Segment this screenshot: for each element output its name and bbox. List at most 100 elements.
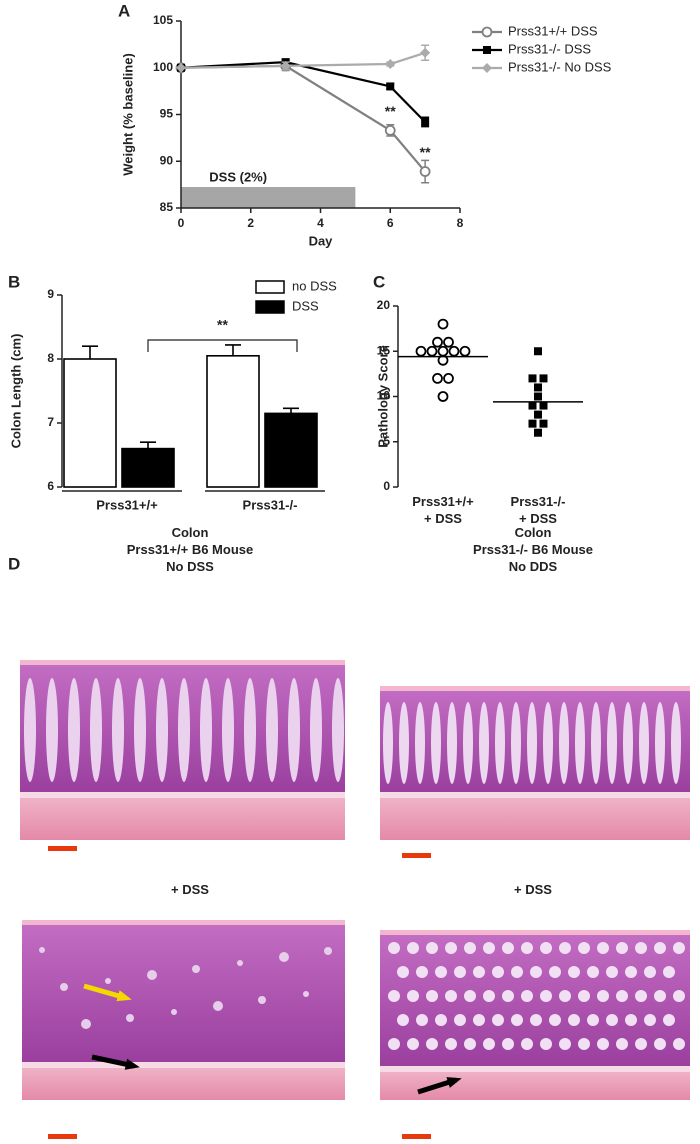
scale-bar <box>48 846 77 851</box>
crypt <box>568 966 580 978</box>
line <box>180 61 426 123</box>
scale-bar <box>48 1134 77 1139</box>
marker <box>426 345 438 357</box>
marker <box>482 63 492 73</box>
marker <box>419 166 431 177</box>
crypt <box>597 990 609 1002</box>
legend-swatch <box>255 280 285 294</box>
crypt <box>483 942 495 954</box>
crypt <box>521 990 533 1002</box>
crypt <box>578 990 590 1002</box>
treated-title: + DSS <box>514 882 552 897</box>
crypt <box>415 702 425 784</box>
y-tick-label: 15 <box>377 343 391 357</box>
marker <box>459 345 471 357</box>
marker <box>437 354 449 366</box>
crypt <box>388 1038 400 1050</box>
panel-label: C <box>373 272 385 291</box>
crypt <box>635 1038 647 1050</box>
crypt <box>388 942 400 954</box>
crypt <box>426 990 438 1002</box>
crypt <box>655 702 665 784</box>
crypt <box>431 702 441 784</box>
crypt <box>511 966 523 978</box>
crypt <box>663 966 675 978</box>
bar <box>264 412 318 488</box>
marker <box>421 117 430 126</box>
crypt <box>454 1014 466 1026</box>
epithelium <box>20 660 345 665</box>
crypt <box>454 966 466 978</box>
marker <box>386 82 395 91</box>
crypt <box>540 990 552 1002</box>
crypt <box>39 947 45 953</box>
muscle-layer <box>20 796 345 840</box>
crypt <box>549 966 561 978</box>
x-tick-label: Prss31+/+ + DSS <box>412 494 474 526</box>
y-tick-label: 95 <box>160 107 174 121</box>
marker <box>385 59 396 70</box>
crypt <box>266 678 278 782</box>
crypt <box>60 983 68 991</box>
significance-bracket <box>147 339 298 352</box>
marker <box>534 383 542 392</box>
crypt <box>625 1014 637 1026</box>
crypt <box>663 1014 675 1026</box>
crypt <box>625 966 637 978</box>
arrow-head <box>124 1058 140 1070</box>
crypt <box>388 990 400 1002</box>
crypt <box>473 1014 485 1026</box>
crypt <box>530 1014 542 1026</box>
crypt <box>654 1038 666 1050</box>
crypt <box>559 702 569 784</box>
y-tick-label: 10 <box>377 389 391 403</box>
crypt <box>416 1014 428 1026</box>
muscle-layer <box>380 1070 690 1100</box>
x-tick-label: Prss31-/- <box>243 497 298 512</box>
annotation: ** <box>420 144 431 160</box>
crypt <box>464 990 476 1002</box>
crypt <box>502 1038 514 1050</box>
crypt <box>178 678 190 782</box>
crypt <box>616 990 628 1002</box>
x-axis-label: Day <box>309 233 334 248</box>
crypt <box>530 966 542 978</box>
column-title: Colon Prss31-/- B6 Mouse No DDS <box>473 525 593 574</box>
crypt <box>597 942 609 954</box>
marker <box>443 336 454 348</box>
crypt <box>46 678 58 782</box>
crypt <box>578 942 590 954</box>
error-bar <box>225 344 241 356</box>
crypt <box>635 942 647 954</box>
crypt <box>479 702 489 784</box>
marker <box>539 419 548 428</box>
crypt <box>445 942 457 954</box>
column-title: Colon Prss31+/+ B6 Mouse No DSS <box>126 525 254 574</box>
y-tick-label: 105 <box>153 13 173 27</box>
legend-label: DSS <box>292 298 319 313</box>
marker <box>432 336 443 348</box>
crypt <box>521 942 533 954</box>
y-tick-label: 100 <box>153 60 173 74</box>
shaded-period <box>181 187 356 208</box>
crypt <box>473 966 485 978</box>
crypt <box>171 1009 177 1015</box>
crypt <box>192 965 200 973</box>
x-tick-label: 8 <box>457 216 464 230</box>
crypt <box>671 702 681 784</box>
crypt <box>24 678 36 782</box>
crypt <box>673 1038 685 1050</box>
crypt <box>258 996 266 1004</box>
crypt <box>540 1038 552 1050</box>
y-tick-label: 90 <box>160 153 174 167</box>
marker <box>481 26 493 38</box>
muscle-layer <box>22 1066 345 1100</box>
treated-title: + DSS <box>171 882 209 897</box>
crypt <box>407 990 419 1002</box>
crypt <box>597 1038 609 1050</box>
legend-label: Prss31+/+ DSS <box>508 23 598 38</box>
y-axis-label: Weight (% baseline) <box>120 53 135 176</box>
y-axis-label: Pathology Score <box>375 345 390 448</box>
